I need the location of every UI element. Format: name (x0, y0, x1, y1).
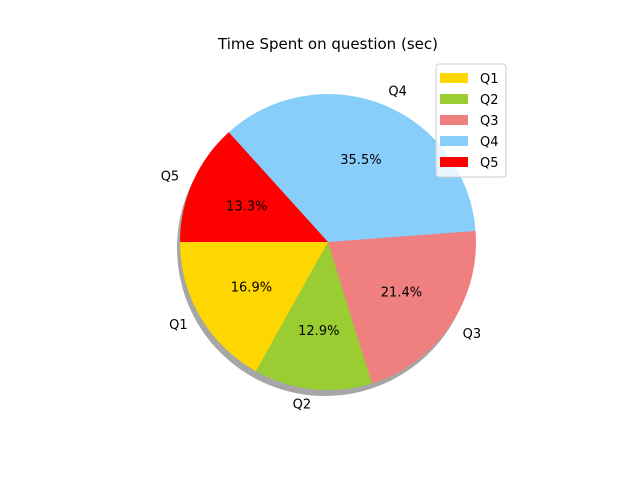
slice-label-q2: Q2 (293, 397, 312, 412)
legend-label-q3: Q3 (480, 114, 499, 129)
legend-box (435, 63, 507, 178)
legend-swatch-q5 (440, 157, 468, 167)
pie-slice-q4 (228, 93, 476, 242)
pct-label-q2: 12.9% (298, 324, 339, 339)
legend: Q1 Q2 Q3 Q4 Q5 (435, 63, 507, 178)
slice-label-q1: Q1 (169, 318, 188, 333)
slice-label-q5: Q5 (161, 169, 180, 184)
pie-slice-q1 (180, 242, 328, 372)
legend-label-q5: Q5 (480, 156, 499, 171)
slice-label-q3: Q3 (463, 327, 482, 342)
pie-labels: 16.9% Q1 12.9% Q2 21.4% Q3 35.5% Q4 13.3% Q5 (161, 84, 481, 412)
legend-swatch-q4 (440, 136, 468, 146)
legend-swatch-q2 (440, 94, 468, 104)
slice-label-q4: Q4 (388, 84, 407, 99)
pct-label-q1: 16.9% (231, 280, 272, 295)
legend-swatch-q3 (440, 115, 468, 125)
pie-slice-q2 (255, 242, 372, 390)
chart-title: Time Spent on question (sec) (217, 35, 438, 53)
legend-swatch-q1 (440, 73, 468, 83)
legend-label-q1: Q1 (480, 72, 499, 87)
pie-slice-q3 (328, 230, 476, 384)
legend-label-q2: Q2 (480, 93, 499, 108)
pct-label-q3: 21.4% (381, 285, 422, 300)
pie-slice-q5 (180, 132, 328, 242)
pct-label-q5: 13.3% (226, 199, 267, 214)
pct-label-q4: 35.5% (340, 153, 381, 168)
pie-slices (180, 93, 476, 390)
legend-label-q4: Q4 (480, 135, 499, 150)
